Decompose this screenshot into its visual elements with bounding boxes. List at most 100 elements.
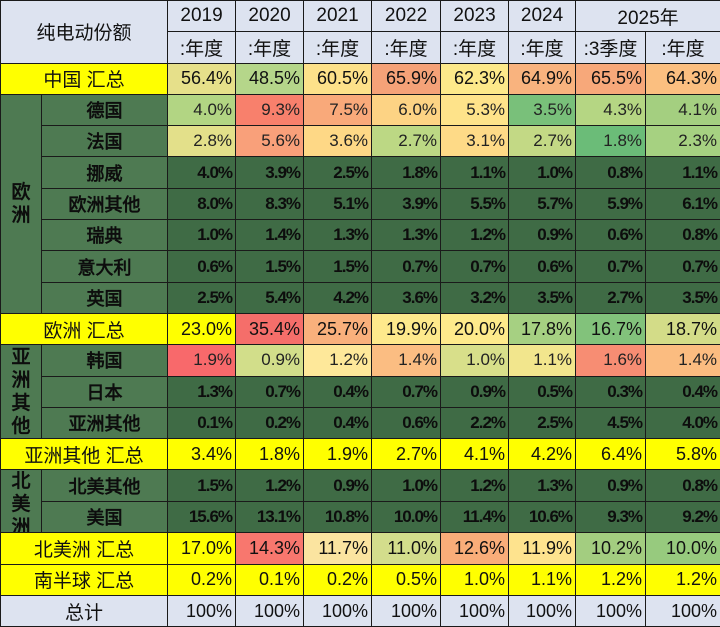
value-cell: 11.7% [303,532,373,565]
value-cell: 1.1% [508,344,577,377]
value-cell: 1.2% [440,469,510,502]
value-cell: 1.6% [575,344,647,377]
value-cell: 1.3% [167,375,237,408]
year-header: 2020 [235,0,305,33]
value-cell: 3.1% [440,125,510,158]
value-cell: 4.0% [167,156,237,189]
value-cell: 1.5% [303,250,373,283]
value-cell: 3.2% [440,281,510,314]
value-cell: 0.8% [645,219,720,252]
country-label: 美国 [40,500,169,534]
value-cell: 1.2% [440,219,510,252]
table-row: 欧洲其他 8.0% 8.3% 5.1% 3.9% 5.5% 5.7% 5.9% 6.1% [1,187,720,221]
country-label: 挪威 [40,156,169,189]
country-label: 法国 [40,125,169,158]
value-cell: 17.0% [167,532,237,565]
value-cell: 1.1% [645,156,720,189]
country-label: 欧洲其他 [40,187,169,221]
value-cell: 0.7% [440,250,510,283]
value-cell: 5.5% [440,187,510,221]
value-cell: 4.5% [575,406,647,440]
country-label: 日本 [40,375,169,408]
country-label: 韩国 [40,344,169,377]
value-cell: 6.1% [645,187,720,221]
value-cell: 1.4% [645,344,720,377]
period-header: :年度 [371,31,442,64]
value-cell: 0.9% [575,469,647,502]
value-cell: 100% [371,595,442,627]
value-cell: 2.8% [167,125,237,158]
value-cell: 0.1% [167,406,237,440]
year-header: 2024 [508,0,577,33]
value-cell: 7.5% [303,93,373,127]
value-cell: 0.9% [303,469,373,502]
table-row: 挪威 4.0% 3.9% 2.5% 1.8% 1.1% 1.0% 0.8% 1.1% [1,156,720,189]
value-cell: 9.3% [575,500,647,534]
country-label: 德国 [40,93,169,127]
value-cell: 3.5% [508,93,577,127]
value-cell: 4.1% [645,93,720,127]
table-row: 欧洲 德国 4.0% 9.3% 7.5% 6.0% 5.3% 3.5% 4.3% 4.1% [0,93,720,314]
value-cell: 100% [235,595,305,627]
value-cell: 4.1% [440,438,510,471]
header-year-row: 纯电动份额 2019 2020 2021 2022 2023 2024 2025… [0,0,720,64]
period-header: :3季度 [575,31,647,64]
table-row: 美国 15.6% 13.1% 10.8% 10.0% 11.4% 10.6% 9.3% 9.2% [1,500,720,534]
value-cell: 1.1% [440,156,510,189]
value-cell: 23.0% [167,312,237,346]
value-cell: 0.2% [303,563,373,597]
grand-total-row: 总计 100% 100% 100% 100% 100% 100% 100% 100% [0,595,720,627]
value-cell: 1.0% [440,344,510,377]
value-cell: 1.0% [440,563,510,597]
value-cell: 20.0% [440,312,510,346]
value-cell: 56.4% [167,62,237,95]
value-cell: 0.1% [235,563,305,597]
grand-total-label: 总计 [0,595,169,627]
value-cell: 64.3% [645,62,720,95]
value-cell: 0.7% [235,375,305,408]
value-cell: 1.0% [371,469,442,502]
north-america-group-text: 北美洲 [11,471,31,533]
country-label: 英国 [40,281,169,314]
period-header: :年度 [235,31,305,64]
year-header: 2022 [371,0,442,33]
value-cell: 0.2% [167,563,237,597]
value-cell: 4.0% [167,93,237,127]
table-row: 北美洲 北美其他 1.5% 1.2% 0.9% 1.0% 1.2% 1.3% 0.9% 0.8% [0,469,720,534]
value-cell: 1.3% [508,469,577,502]
year-header: 2023 [440,0,510,33]
value-cell: 2.7% [575,281,647,314]
value-cell: 5.8% [645,438,720,471]
value-cell: 0.6% [508,250,577,283]
value-cell: 16.7% [575,312,647,346]
value-cell: 0.5% [371,563,442,597]
value-cell: 12.6% [440,532,510,565]
value-cell: 6.0% [371,93,442,127]
value-cell: 0.6% [575,219,647,252]
value-cell: 10.8% [303,500,373,534]
value-cell: 5.6% [235,125,305,158]
value-cell: 5.9% [575,187,647,221]
north-america-total-row: 北美洲 汇总 17.0% 14.3% 11.7% 11.0% 12.6% 11.9% 10.2… [0,532,720,565]
value-cell: 64.9% [508,62,577,95]
north-america-total-label: 北美洲 汇总 [0,532,169,565]
period-header: :年度 [303,31,373,64]
value-cell: 1.3% [371,219,442,252]
value-cell: 3.5% [508,281,577,314]
value-cell: 0.7% [371,250,442,283]
value-cell: 1.3% [303,219,373,252]
period-header: :年度 [440,31,510,64]
value-cell: 6.4% [575,438,647,471]
value-cell: 35.4% [235,312,305,346]
value-cell: 3.6% [371,281,442,314]
value-cell: 17.8% [508,312,577,346]
value-cell: 1.4% [371,344,442,377]
value-cell: 0.2% [235,406,305,440]
value-cell: 2.5% [167,281,237,314]
value-cell: 4.0% [645,406,720,440]
value-cell: 1.5% [167,469,237,502]
southern-hemisphere-total-row: 南半球 汇总 0.2% 0.1% 0.2% 0.5% 1.0% 1.1% 1.2% 1.2% [0,563,720,597]
value-cell: 65.9% [371,62,442,95]
value-cell: 2.7% [371,438,442,471]
value-cell: 2.5% [303,156,373,189]
